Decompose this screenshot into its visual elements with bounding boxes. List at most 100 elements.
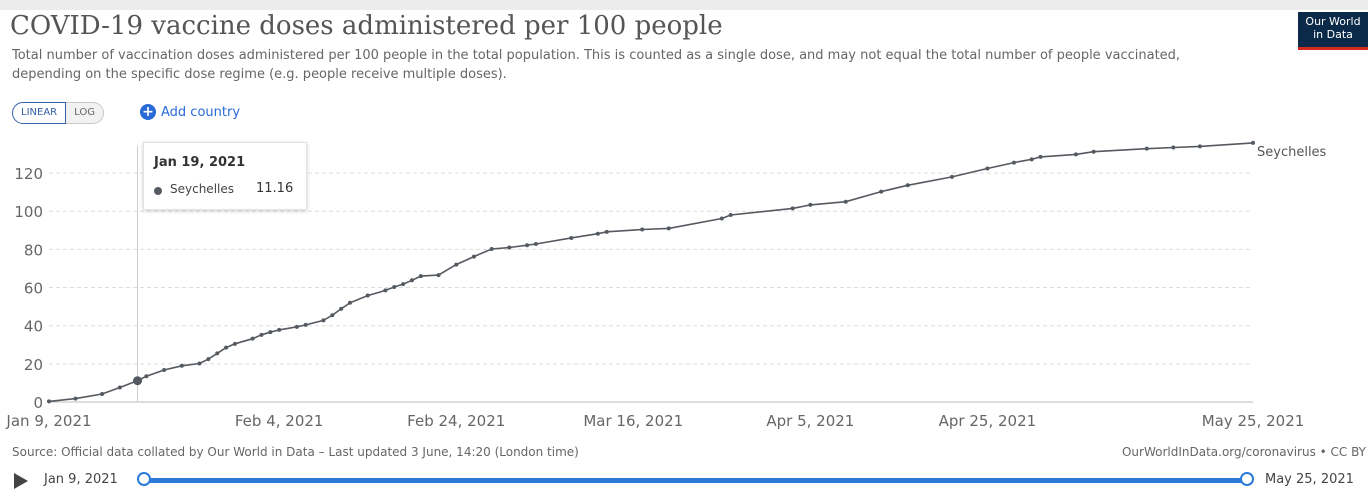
data-point [1251,140,1255,145]
data-point [339,306,344,311]
data-point [454,262,459,267]
data-point [808,202,813,207]
y-tick-label: 100 [14,203,43,221]
data-point [224,345,229,350]
y-tick-label: 20 [24,356,43,374]
y-tick-label: 40 [24,318,43,336]
credit-link[interactable]: OurWorldInData.org/coronavirus • CC BY [1121,445,1366,459]
data-point [905,183,910,188]
data-point [666,226,671,231]
data-point [100,391,105,396]
chart-title: COVID-19 vaccine doses administered per … [10,11,723,41]
x-tick-label: Mar 16, 2021 [583,412,683,430]
play-icon[interactable] [14,473,28,489]
data-point [268,330,273,335]
data-point [719,216,724,221]
linear-scale-button[interactable]: LINEAR [12,102,67,124]
highlight-point [133,376,143,386]
tooltip-series-name: Seychelles [170,182,234,196]
add-country-button[interactable]: + Add country [140,102,240,122]
data-point [179,363,184,368]
data-point [321,318,326,323]
data-point [383,288,388,293]
data-point [728,213,733,218]
data-point [843,199,848,204]
x-tick-label: Apr 5, 2021 [766,412,854,430]
data-point [569,235,574,240]
data-point [117,385,122,390]
data-point [640,227,645,232]
timeline: Jan 9, 2021 May 25, 2021 [0,468,1368,490]
data-point [1029,157,1034,162]
y-tick-label: 120 [14,165,43,183]
data-point [418,274,423,279]
add-country-label: Add country [161,104,241,120]
data-point [1073,152,1078,157]
data-point [879,189,884,194]
y-tick-label: 0 [33,394,43,412]
top-strip [0,0,1368,10]
data-point [595,231,600,236]
data-point [1091,149,1096,154]
timeline-start-handle[interactable] [137,472,151,486]
data-point [392,284,397,289]
line-chart[interactable]: 0 20 40 60 80 100 120 Jan 9, 2021 Feb 4, 2021 Feb… [0,130,1368,435]
data-point [365,293,370,298]
timeline-start-label: Jan 9, 2021 [44,472,118,487]
x-tick-label: May 25, 2021 [1202,412,1305,430]
data-point [144,374,149,379]
chart-subtitle: Total number of vaccination doses admini… [12,48,1181,82]
data-point [294,324,299,329]
data-point [348,300,352,305]
data-point [1011,160,1016,165]
data-point [1171,145,1176,150]
timeline-end-handle[interactable] [1240,472,1254,486]
data-point [409,278,414,283]
logo-line-2: in Data [1313,28,1353,41]
y-tick-label: 60 [24,280,43,298]
data-point [197,361,202,366]
data-point [73,396,78,401]
data-point [250,336,255,341]
data-point [162,367,167,372]
data-point [47,399,51,404]
data-point [489,247,494,252]
tooltip-date: Jan 19, 2021 [154,155,246,170]
data-point [206,357,211,362]
data-point [303,322,308,327]
tooltip-series-dot [154,187,162,195]
scale-toggle: LINEAR LOG [12,102,104,124]
data-point [1144,146,1149,151]
source-note: Source: Official data collated by Our Wo… [12,445,579,459]
plus-circle-icon: + [140,104,156,120]
log-scale-button[interactable]: LOG [66,102,104,124]
data-point [985,166,990,171]
tooltip-value: 11.16 [256,181,294,196]
x-tick-label: Feb 24, 2021 [407,412,505,430]
logo-line-1: Our World [1305,15,1361,28]
data-point [950,174,954,179]
x-tick-label: Jan 9, 2021 [5,412,91,430]
data-point [232,341,237,346]
data-point [436,273,441,278]
timeline-track[interactable] [144,478,1248,483]
owid-logo[interactable]: Our World in Data [1298,12,1368,50]
timeline-end-label: May 25, 2021 [1265,472,1354,487]
data-point [401,282,406,287]
data-point [215,351,220,356]
data-point [259,332,264,337]
x-tick-label: Feb 4, 2021 [235,412,324,430]
x-tick-label: Apr 25, 2021 [939,412,1037,430]
y-tick-label: 80 [24,241,43,259]
data-point [330,313,335,318]
data-point [507,245,512,250]
data-point [1197,144,1202,149]
series-end-label: Seychelles [1257,145,1327,160]
data-point [525,243,530,248]
data-point [533,242,538,247]
data-point [1038,154,1043,159]
data-point [277,327,282,332]
data-point [604,229,609,234]
data-point [471,254,476,259]
